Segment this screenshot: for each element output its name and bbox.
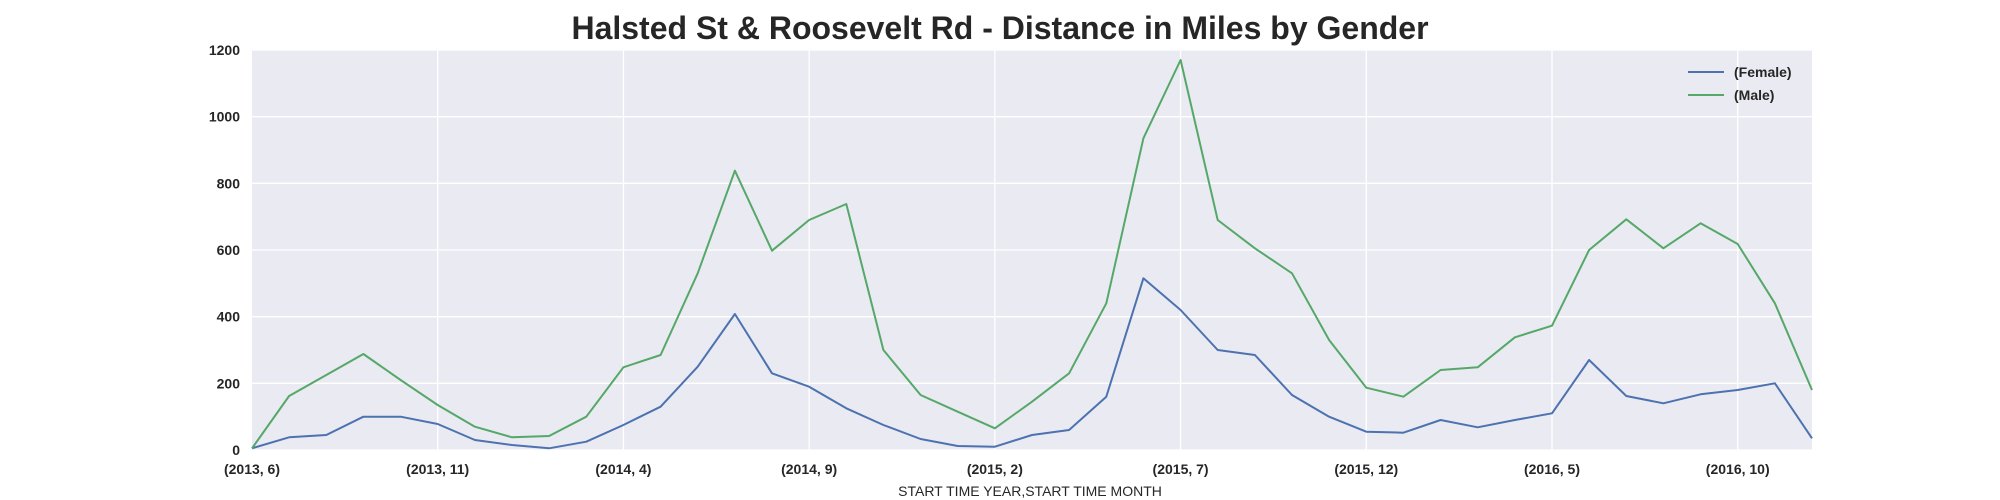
y-tick-label: 400 xyxy=(217,309,241,325)
y-tick-label: 800 xyxy=(217,175,241,191)
legend: (Female) (Male) xyxy=(1688,64,1792,103)
x-tick-label: (2013, 6) xyxy=(224,461,280,477)
x-tick-label: (2014, 4) xyxy=(595,461,651,477)
x-tick-label: (2013, 11) xyxy=(406,461,469,477)
series-line-0 xyxy=(251,277,1813,450)
y-tick-label: 200 xyxy=(217,375,241,391)
x-tick-label: (2016, 5) xyxy=(1524,461,1580,477)
legend-label: (Female) xyxy=(1734,64,1792,80)
x-tick-label: (2014, 9) xyxy=(781,461,837,477)
y-tick-label: 1200 xyxy=(209,42,240,58)
x-tick-label: (2016, 10) xyxy=(1706,461,1770,477)
y-tick-label: 600 xyxy=(217,242,241,258)
y-tick-label: 1000 xyxy=(209,109,240,125)
x-axis-label: START TIME YEAR,START TIME MONTH xyxy=(898,483,1162,499)
x-tick-label: (2015, 2) xyxy=(967,461,1023,477)
grid-lines xyxy=(252,49,1812,451)
x-tick-label: (2015, 12) xyxy=(1334,461,1398,477)
series-lines xyxy=(251,59,1813,450)
legend-label: (Male) xyxy=(1734,87,1774,103)
x-tick-label: (2015, 7) xyxy=(1153,461,1209,477)
y-tick-label: 0 xyxy=(232,442,240,458)
series-line-1 xyxy=(251,59,1813,449)
x-tick-labels: (2013, 6) (2013, 11) (2014, 4) (2014, 9) (20… xyxy=(224,461,1770,477)
chart-title: Halsted St & Roosevelt Rd - Distance in … xyxy=(571,10,1429,46)
y-tick-labels: 0 200 400 600 800 1000 1200 xyxy=(209,42,240,458)
